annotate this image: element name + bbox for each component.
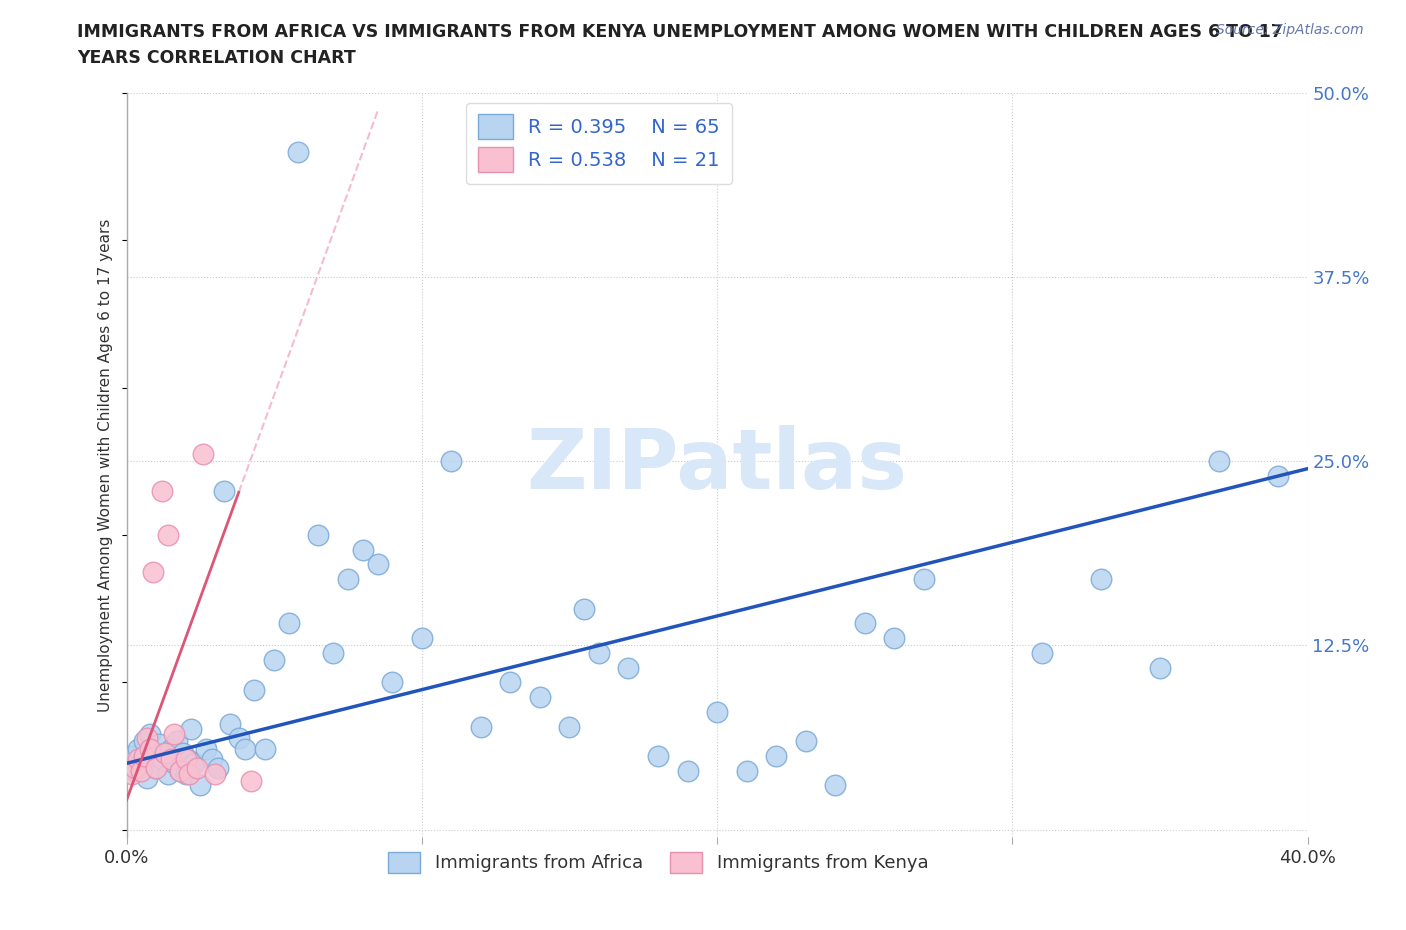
Immigrants from Kenya [204,766,226,781]
Immigrants from Africa [195,741,218,756]
Immigrants from Africa [219,716,242,731]
Immigrants from Kenya [136,731,159,746]
Immigrants from Africa [263,653,285,668]
Immigrants from Kenya [139,741,162,756]
Immigrants from Africa [411,631,433,645]
Immigrants from Africa [228,731,250,746]
Immigrants from Africa [558,719,581,734]
Immigrants from Africa [1267,469,1289,484]
Immigrants from Africa [129,756,153,771]
Immigrants from Africa [188,778,212,793]
Text: YEARS CORRELATION CHART: YEARS CORRELATION CHART [77,49,356,67]
Immigrants from Africa [617,660,640,675]
Immigrants from Africa [1090,572,1112,587]
Text: Source: ZipAtlas.com: Source: ZipAtlas.com [1216,23,1364,37]
Immigrants from Kenya [145,761,167,776]
Immigrants from Africa [142,749,165,764]
Immigrants from Kenya [186,761,208,776]
Immigrants from Africa [588,645,610,660]
Immigrants from Africa [853,616,876,631]
Immigrants from Africa [352,542,374,557]
Immigrants from Kenya [239,774,262,789]
Immigrants from Africa [735,764,758,778]
Immigrants from Africa [794,734,817,749]
Immigrants from Africa [153,746,176,761]
Immigrants from Africa [180,722,202,737]
Immigrants from Kenya [150,484,173,498]
Immigrants from Kenya [127,751,149,766]
Immigrants from Africa [174,766,197,781]
Immigrants from Africa [163,756,186,771]
Immigrants from Kenya [142,565,165,579]
Immigrants from Africa [912,572,935,587]
Immigrants from Africa [706,704,728,719]
Immigrants from Africa [440,454,463,469]
Immigrants from Africa [166,734,188,749]
Immigrants from Africa [367,557,389,572]
Immigrants from Africa [883,631,905,645]
Immigrants from Africa [647,749,669,764]
Immigrants from Africa [1149,660,1171,675]
Immigrants from Africa [254,741,277,756]
Immigrants from Africa [183,756,205,771]
Immigrants from Africa [201,751,224,766]
Immigrants from Africa [121,749,143,764]
Immigrants from Kenya [193,446,215,461]
Immigrants from Kenya [177,766,200,781]
Immigrants from Kenya [129,764,153,778]
Y-axis label: Unemployment Among Women with Children Ages 6 to 17 years: Unemployment Among Women with Children A… [98,219,114,711]
Immigrants from Africa [233,741,256,756]
Immigrants from Kenya [174,751,197,766]
Immigrants from Africa [381,675,404,690]
Immigrants from Africa [824,778,846,793]
Immigrants from Kenya [153,746,176,761]
Immigrants from Kenya [156,527,179,542]
Immigrants from Africa [139,726,162,741]
Immigrants from Kenya [163,726,186,741]
Immigrants from Africa [150,751,173,766]
Legend: Immigrants from Africa, Immigrants from Kenya: Immigrants from Africa, Immigrants from … [381,844,935,880]
Immigrants from Africa [278,616,301,631]
Immigrants from Africa [242,683,264,698]
Immigrants from Kenya [134,749,156,764]
Immigrants from Africa [156,766,179,781]
Immigrants from Africa [308,527,330,542]
Immigrants from Africa [169,764,191,778]
Immigrants from Africa [529,690,551,705]
Immigrants from Africa [177,753,200,768]
Immigrants from Africa [337,572,360,587]
Immigrants from Africa [127,741,149,756]
Immigrants from Africa [172,746,194,761]
Immigrants from Africa [124,764,146,778]
Immigrants from Africa [160,741,183,756]
Immigrants from Africa [145,761,167,776]
Text: ZIPatlas: ZIPatlas [527,424,907,506]
Immigrants from Kenya [169,764,191,778]
Immigrants from Africa [148,737,170,751]
Immigrants from Africa [287,144,309,159]
Immigrants from Kenya [160,751,183,766]
Immigrants from Africa [765,749,787,764]
Text: IMMIGRANTS FROM AFRICA VS IMMIGRANTS FROM KENYA UNEMPLOYMENT AMONG WOMEN WITH CH: IMMIGRANTS FROM AFRICA VS IMMIGRANTS FRO… [77,23,1284,41]
Immigrants from Africa [676,764,699,778]
Immigrants from Kenya [121,766,143,781]
Immigrants from Africa [574,601,596,616]
Immigrants from Africa [136,771,159,786]
Immigrants from Africa [470,719,492,734]
Immigrants from Kenya [124,761,146,776]
Immigrants from Africa [1031,645,1053,660]
Immigrants from Africa [134,734,156,749]
Immigrants from Africa [207,761,229,776]
Immigrants from Africa [212,484,235,498]
Immigrants from Africa [499,675,522,690]
Immigrants from Africa [322,645,344,660]
Immigrants from Africa [1208,454,1230,469]
